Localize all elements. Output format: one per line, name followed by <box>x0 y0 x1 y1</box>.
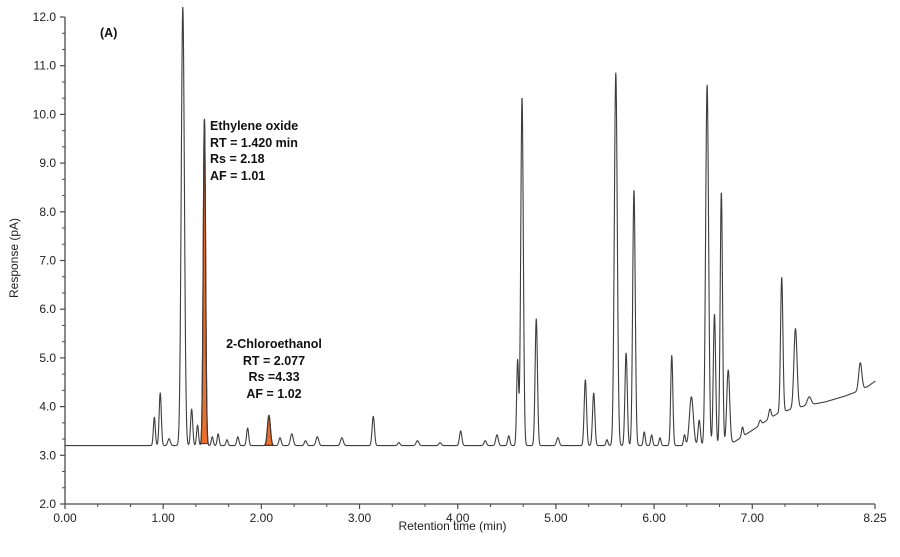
x-tick-label: 7.00 <box>741 511 765 525</box>
y-tick-label: 5.0 <box>39 351 56 365</box>
y-tick-label: 9.0 <box>39 156 56 170</box>
peak-rs-label: Rs =4.33 <box>248 370 300 384</box>
y-axis-title: Response (pA) <box>7 217 21 299</box>
x-tick-label: 6.00 <box>642 511 666 525</box>
y-tick-label: 8.0 <box>39 205 56 219</box>
x-tick-label: 2.00 <box>250 511 274 525</box>
y-tick-label: 11.0 <box>34 59 57 73</box>
x-tick-label: 5.00 <box>544 511 568 525</box>
x-tick-label: 8.25 <box>863 511 887 525</box>
y-tick-label: 6.0 <box>39 302 56 316</box>
peak-annotation-ethylene-oxide: Ethylene oxide RT = 1.420 min Rs = 2.18 … <box>210 118 298 184</box>
peak-rt-label: RT = 2.077 <box>242 353 306 368</box>
peak-af-label: AF = 1.01 <box>210 168 266 183</box>
peak-annotation-2-chloroethanol: 2-Chloroethanol RT = 2.077 Rs =4.33 AF =… <box>208 336 340 402</box>
peak-rt-label: RT = 1.420 min <box>210 135 298 150</box>
x-tick-label: 3.00 <box>348 511 372 525</box>
panel-label: (A) <box>100 26 118 40</box>
x-axis-title: Retention time (min) <box>398 519 507 533</box>
y-tick-label: 7.0 <box>39 254 56 268</box>
y-tick-label: 12.0 <box>33 10 57 24</box>
y-tick-label: 10.0 <box>33 107 57 121</box>
y-tick-label: 4.0 <box>39 400 56 414</box>
chromatogram-trace <box>64 6 876 447</box>
y-tick-label: 2.0 <box>39 497 56 511</box>
y-tick-label: 3.0 <box>39 448 56 462</box>
peak-af-label: AF = 1.02 <box>246 386 302 401</box>
x-tick-label: 0.00 <box>53 511 77 525</box>
peak-name-label: Ethylene oxide <box>210 119 299 133</box>
x-tick-label: 1.00 <box>152 511 176 525</box>
peak-name-label: 2-Chloroethanol <box>226 337 322 351</box>
x-tick-label: 4.00 <box>446 511 470 525</box>
peak-rs-label: Rs = 2.18 <box>210 152 265 166</box>
